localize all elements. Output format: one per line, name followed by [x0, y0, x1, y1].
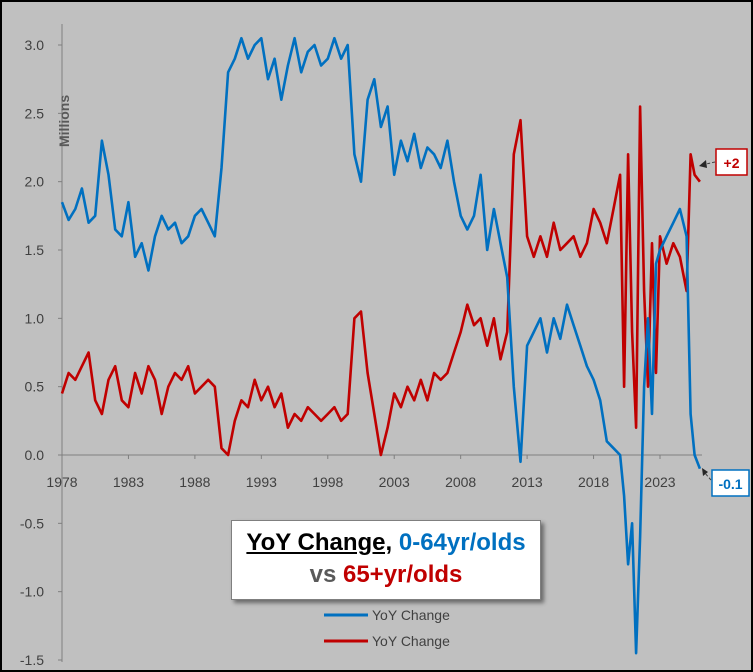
callout-label-minus01: -0.1 [718, 476, 742, 492]
x-tick-label: 2013 [512, 474, 543, 490]
callout-box-minus01 [711, 469, 750, 497]
title-line-2: vs 65+yr/olds [232, 559, 540, 591]
x-tick-label: 2003 [379, 474, 410, 490]
title-yoy-change: YoY Change, [246, 529, 393, 556]
x-tick-label: 2023 [644, 474, 675, 490]
series-line-65plus [60, 105, 701, 457]
legend-label: YoY Change [372, 633, 450, 649]
y-tick-label: 0.5 [25, 379, 45, 395]
x-tick-label: 1983 [113, 474, 144, 490]
callout-arrow [702, 468, 708, 476]
title-vs: vs [309, 561, 343, 588]
y-tick-label: 3.0 [25, 37, 45, 53]
y-tick-label: -1.0 [20, 584, 44, 600]
axes-layer: -1.5 -1.0 -0.5 0.0 0.5 1.0 1.5 2.0 2.5 3.0 1978 198… [20, 24, 702, 668]
y-tick-label: -1.5 [20, 652, 44, 668]
y-tick-label: 1.5 [25, 242, 45, 258]
series-line-0-64 [60, 36, 702, 655]
y-tick-label: -0.5 [20, 515, 44, 531]
title-line-1: YoY Change, 0-64yr/olds [232, 527, 540, 559]
x-tick-label: 2008 [445, 474, 476, 490]
chart-title-box: YoY Change, 0-64yr/olds vs 65+yr/olds [231, 520, 541, 600]
legend-label: YoY Change [372, 607, 450, 623]
title-65plus: 65+yr/olds [342, 561, 463, 588]
callout-box-plus2 [715, 148, 748, 176]
y-tick-label: 2.0 [25, 174, 45, 190]
callout-arrow [699, 160, 707, 168]
callout-label-plus2: +2 [724, 155, 740, 171]
callout-leader [703, 471, 712, 481]
y-tick-label: 0.0 [25, 447, 45, 463]
x-tick-label: 1993 [246, 474, 277, 490]
x-tick-label: 1988 [179, 474, 210, 490]
series-layer [60, 36, 702, 655]
x-tick-label: 1998 [312, 474, 343, 490]
legend: YoY Change YoY Change [324, 607, 450, 649]
y-tick-label: 1.0 [25, 310, 45, 326]
y-tick-label: 2.5 [25, 105, 45, 121]
y-axis-label: Millions [56, 95, 72, 147]
x-tick-label: 2018 [578, 474, 609, 490]
callouts: +2 -0.1 [699, 148, 750, 497]
x-tick-label: 1978 [46, 474, 77, 490]
title-0-64: 0-64yr/olds [392, 529, 526, 556]
